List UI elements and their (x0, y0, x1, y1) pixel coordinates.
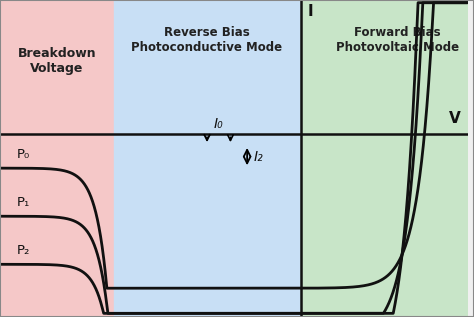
Text: V: V (449, 111, 461, 126)
Text: P₁: P₁ (17, 196, 30, 209)
Text: I: I (307, 4, 313, 19)
Text: I₂: I₂ (254, 150, 264, 164)
Text: P₂: P₂ (17, 244, 30, 257)
Text: Forward Bias
Photovoltaic Mode: Forward Bias Photovoltaic Mode (336, 26, 459, 54)
Text: Breakdown
Voltage: Breakdown Voltage (18, 47, 96, 74)
Text: I₀: I₀ (214, 117, 223, 131)
Text: P₀: P₀ (17, 148, 30, 161)
Text: Reverse Bias
Photoconductive Mode: Reverse Bias Photoconductive Mode (131, 26, 283, 54)
